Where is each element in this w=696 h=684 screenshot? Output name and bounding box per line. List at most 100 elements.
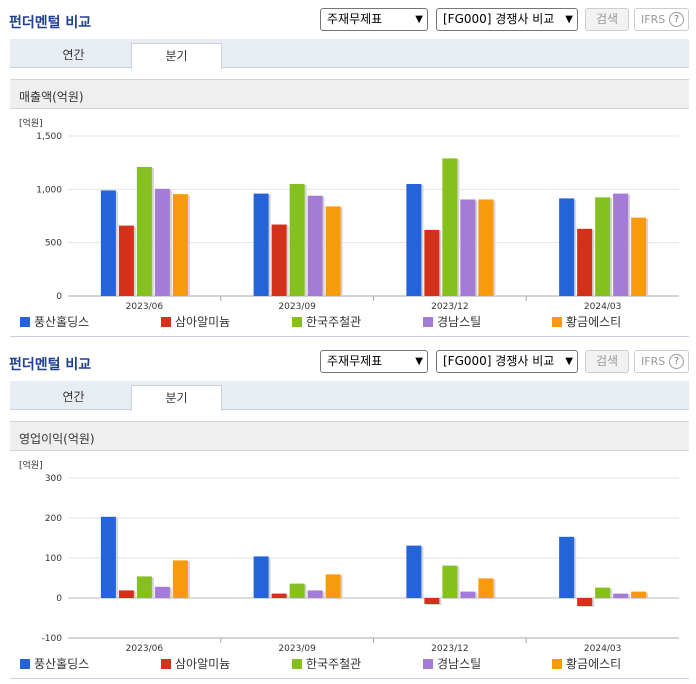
search-button[interactable]: 검색 — [585, 350, 629, 373]
bar-3[interactable] — [289, 583, 305, 598]
legend-item[interactable]: 한국주철관 — [292, 655, 361, 672]
legend-swatch — [552, 659, 562, 669]
bar-5[interactable] — [325, 574, 341, 598]
revenue-chart: [억원] 0 500 1,000 1,500 2023/06 2023/09 2023/12 2… — [19, 117, 679, 312]
legend-item[interactable]: 경남스틸 — [423, 655, 481, 672]
bar-5[interactable] — [478, 199, 494, 296]
fundamental-panel-revenue: 펀더멘털 비교 주재무제표 ▼ [FG000] 경쟁사 비교 ▼ 검색 IFRS… — [0, 0, 696, 337]
bar-3[interactable] — [595, 587, 611, 598]
chevron-down-icon: ▼ — [415, 356, 423, 367]
bar-3[interactable] — [136, 576, 152, 598]
bar-4[interactable] — [460, 199, 476, 296]
bar-5[interactable] — [478, 578, 494, 598]
ifrs-label: IFRS — [641, 355, 666, 368]
comparison-select[interactable]: [FG000] 경쟁사 비교 ▼ — [436, 8, 578, 31]
bar-1[interactable] — [559, 198, 575, 296]
legend-item[interactable]: 한국주철관 — [292, 313, 361, 330]
tab-quarterly[interactable]: 분기 — [131, 43, 222, 69]
bar-1[interactable] — [559, 536, 575, 598]
panel-header: 펀더멘털 비교 주재무제표 ▼ [FG000] 경쟁사 비교 ▼ 검색 IFRS… — [0, 342, 696, 380]
bar-4[interactable] — [154, 188, 170, 296]
legend-item[interactable]: 삼아알미늄 — [161, 655, 230, 672]
bar-1[interactable] — [100, 190, 116, 296]
bar-2[interactable] — [118, 225, 134, 296]
ifrs-button[interactable]: IFRS ? — [634, 8, 689, 31]
ifrs-button[interactable]: IFRS ? — [634, 350, 689, 373]
legend-label: 경남스틸 — [437, 315, 482, 329]
bar-2[interactable] — [271, 224, 287, 296]
comparison-select-value: [FG000] 경쟁사 비교 — [443, 12, 555, 26]
chevron-down-icon: ▼ — [415, 14, 423, 25]
bar-4[interactable] — [460, 591, 476, 598]
help-icon[interactable]: ? — [669, 12, 684, 27]
legend-label: 풍산홀딩스 — [34, 657, 90, 671]
bar-4[interactable] — [613, 593, 629, 598]
legend-item[interactable]: 황금에스티 — [552, 655, 621, 672]
bar-4[interactable] — [307, 195, 323, 296]
section-header: 매출액(억원) — [10, 79, 689, 109]
divider — [10, 336, 689, 337]
period-tabs: 연간 분기 — [10, 381, 689, 411]
x-tick-label: 2023/09 — [278, 644, 316, 654]
legend-swatch — [20, 317, 30, 327]
search-button[interactable]: 검색 — [585, 8, 629, 31]
legend-swatch — [423, 659, 433, 669]
bar-2[interactable] — [424, 229, 440, 296]
bar-4[interactable] — [307, 590, 323, 598]
x-tick-label: 2023/12 — [431, 644, 468, 654]
bar-1[interactable] — [406, 545, 422, 598]
legend-item[interactable]: 삼아알미늄 — [161, 313, 230, 330]
bar-2[interactable] — [577, 598, 593, 606]
legend-label: 삼아알미늄 — [175, 315, 231, 329]
bar-3[interactable] — [289, 184, 305, 296]
bar-3[interactable] — [442, 565, 458, 598]
legend-item[interactable]: 황금에스티 — [552, 313, 621, 330]
bar-4[interactable] — [613, 193, 629, 296]
y-tick-label: 300 — [45, 474, 62, 484]
y-tick-label: 1,000 — [36, 185, 62, 195]
bar-5[interactable] — [172, 560, 188, 598]
legend-label: 황금에스티 — [566, 315, 622, 329]
fundamental-panel-operating-profit: 펀더멘털 비교 주재무제표 ▼ [FG000] 경쟁사 비교 ▼ 검색 IFRS… — [0, 342, 696, 679]
comparison-select[interactable]: [FG000] 경쟁사 비교 ▼ — [436, 350, 578, 373]
y-tick-label: -100 — [42, 634, 63, 644]
legend-swatch — [292, 317, 302, 327]
statement-select[interactable]: 주재무제표 ▼ — [320, 8, 428, 31]
bar-2[interactable] — [577, 228, 593, 296]
y-tick-label: 200 — [45, 514, 62, 524]
bar-1[interactable] — [253, 193, 269, 296]
legend-swatch — [20, 659, 30, 669]
tab-quarterly[interactable]: 분기 — [131, 385, 222, 411]
bar-1[interactable] — [253, 556, 269, 598]
tab-annual[interactable]: 연간 — [62, 390, 85, 404]
help-icon[interactable]: ? — [669, 354, 684, 369]
bar-3[interactable] — [595, 197, 611, 296]
statement-select[interactable]: 주재무제표 ▼ — [320, 350, 428, 373]
y-tick-label: 500 — [45, 239, 62, 249]
bar-5[interactable] — [325, 206, 341, 296]
legend-swatch — [161, 317, 171, 327]
legend-item[interactable]: 풍산홀딩스 — [20, 313, 89, 330]
legend-item[interactable]: 풍산홀딩스 — [20, 655, 89, 672]
panel-title: 펀더멘털 비교 — [9, 357, 92, 373]
bar-3[interactable] — [136, 166, 152, 296]
bar-2[interactable] — [271, 593, 287, 598]
legend-swatch — [161, 659, 171, 669]
legend-item[interactable]: 경남스틸 — [423, 313, 481, 330]
bar-5[interactable] — [631, 591, 647, 598]
bar-2[interactable] — [118, 590, 134, 598]
bar-4[interactable] — [154, 586, 170, 598]
bar-3[interactable] — [442, 158, 458, 296]
bar-5[interactable] — [172, 194, 188, 296]
statement-select-value: 주재무제표 — [327, 12, 383, 26]
operating-profit-chart: [억원] -100 0 100 200 300 2023/06 2023/09 2023/12 2… — [19, 459, 679, 654]
bar-2[interactable] — [424, 598, 440, 604]
x-tick-label: 2024/03 — [584, 302, 621, 312]
legend-swatch — [552, 317, 562, 327]
x-tick-label: 2023/09 — [278, 302, 316, 312]
unit-label: [억원] — [19, 117, 43, 129]
bar-5[interactable] — [631, 217, 647, 296]
bar-1[interactable] — [100, 516, 116, 598]
bar-1[interactable] — [406, 184, 422, 296]
tab-annual[interactable]: 연간 — [62, 48, 85, 62]
